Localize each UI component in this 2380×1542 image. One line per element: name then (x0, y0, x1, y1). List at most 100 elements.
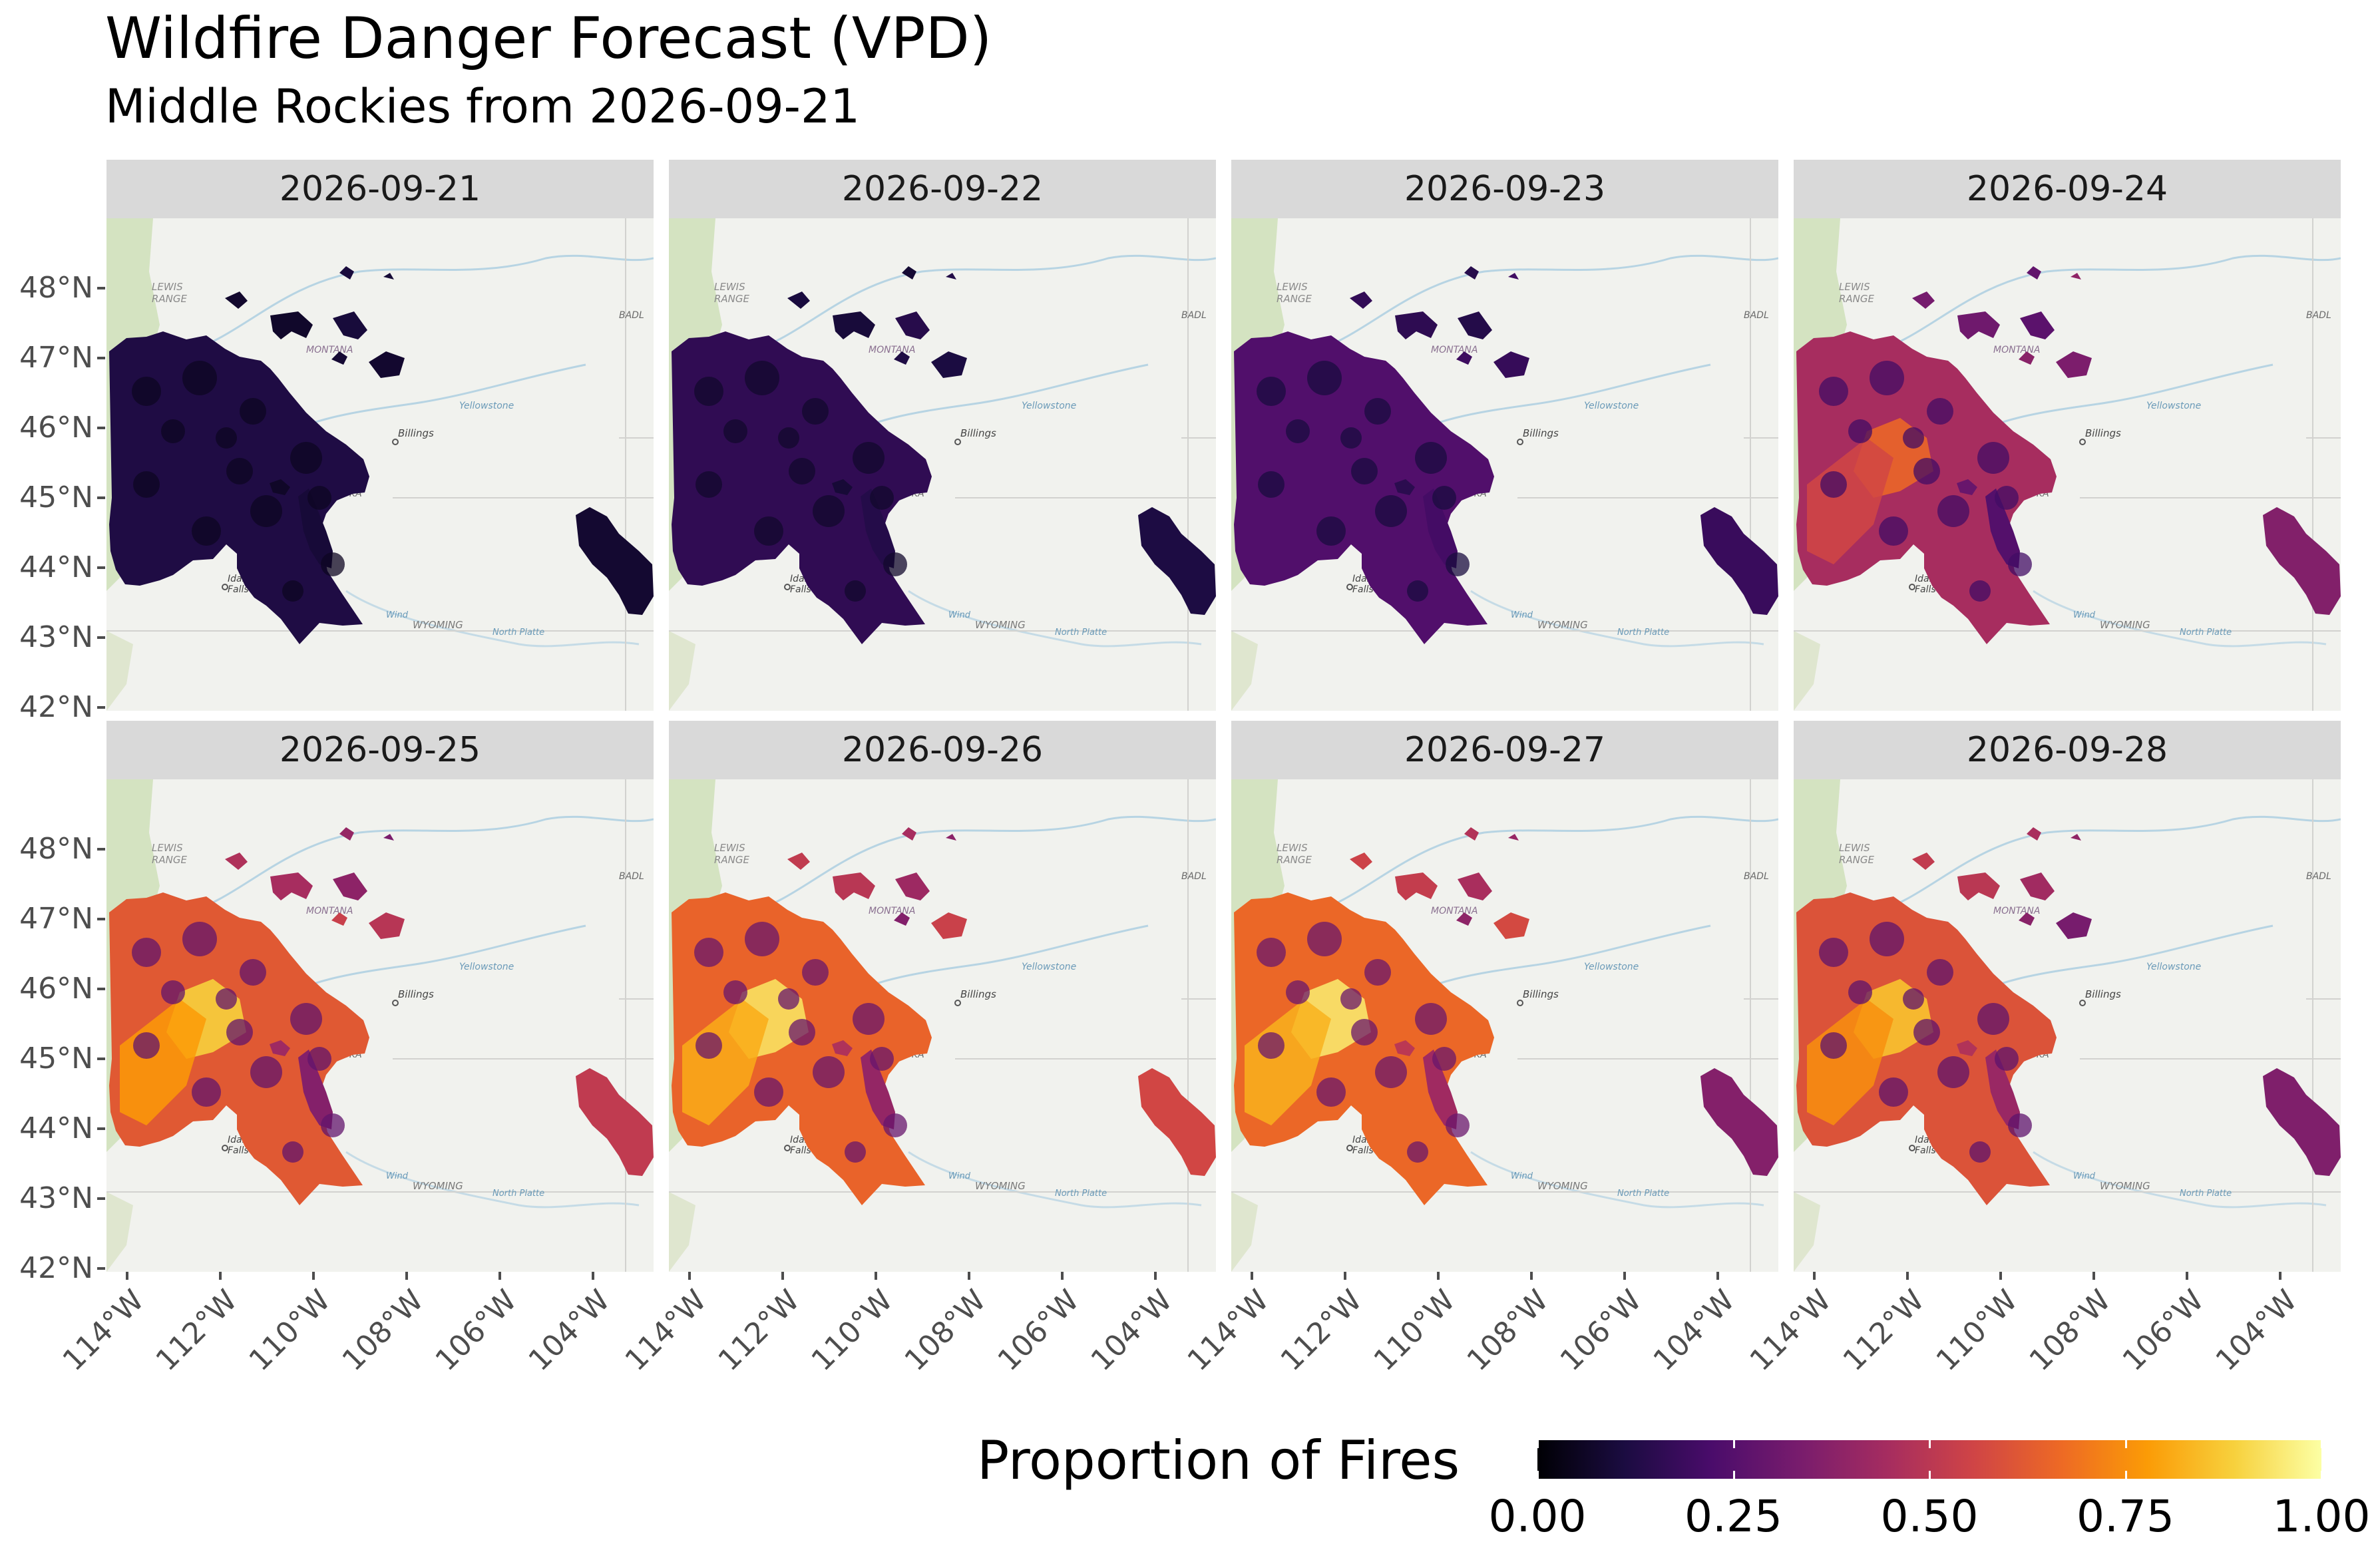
river-north-platte (345, 1151, 640, 1209)
fire-low-patch (813, 1056, 845, 1088)
facet-strip-label: 2026-09-26 (669, 721, 1216, 779)
fire-region-4 (1957, 872, 2000, 900)
fire-region-1 (832, 479, 853, 495)
label-badl: BADL (1181, 871, 1207, 882)
colorbar-tick-label: 0.75 (2077, 1491, 2174, 1542)
billings-marker (1517, 1000, 1523, 1006)
fire-low-patch (1415, 1003, 1447, 1035)
facet-strip-label: 2026-09-27 (1231, 721, 1778, 779)
x-tick-label: 112°W (149, 1283, 244, 1378)
label-range: LEWIS (714, 281, 745, 293)
x-tick-mark (592, 1272, 595, 1280)
label-range: LEWIS (1277, 281, 1308, 293)
fire-low-patch (321, 552, 345, 576)
fire-low-patch (1364, 959, 1391, 986)
fire-low-patch (307, 1047, 331, 1071)
fire-region-6 (894, 351, 910, 365)
facet-panel: 2026-09-22 LEWIS RANGE MONTANA Yellowstone Bi… (669, 160, 1216, 711)
fire-region-5 (895, 872, 930, 900)
x-tick-label: 106°W (429, 1283, 524, 1378)
fire-low-patch (845, 580, 866, 602)
river-north-platte (1470, 1151, 1764, 1209)
fire-region-7 (1350, 853, 1372, 870)
colorbar-tick (1929, 1471, 1931, 1479)
y-tick-label: 44°N (19, 550, 93, 584)
fire-region-7 (787, 853, 810, 870)
y-tick-label: 45°N (19, 480, 93, 514)
fire-region-9 (2071, 834, 2081, 841)
label-montana: MONTANA (869, 906, 915, 916)
fire-probability-layer (672, 266, 1216, 644)
y-tick-mark (97, 286, 105, 289)
label-wind: Wind (948, 1171, 971, 1181)
chart-title: Wildfire Danger Forecast (VPD) (105, 5, 992, 72)
fire-low-patch (813, 495, 845, 527)
billings-marker (2079, 1000, 2086, 1006)
x-tick-mark (875, 1272, 878, 1280)
y-tick-mark (97, 426, 105, 429)
label-idaho-falls-2: Falls (228, 1145, 249, 1156)
idaho-falls-marker (1346, 584, 1353, 590)
fire-probability-layer (672, 827, 1216, 1205)
fire-low-patch (182, 922, 217, 956)
colorbar-tick (1732, 1440, 1735, 1448)
fire-region-4 (1957, 311, 2000, 339)
fire-low-patch (694, 938, 723, 967)
x-tick-label: 104°W (522, 1283, 617, 1378)
label-badl: BADL (619, 310, 644, 321)
fire-region-1 (1957, 479, 1977, 495)
colorbar-tick (2124, 1471, 2127, 1479)
fire-region-4 (270, 311, 313, 339)
fire-low-patch (1257, 938, 1286, 967)
fire-low-patch (870, 486, 894, 510)
river-missouri (186, 254, 654, 353)
fire-probability-layer (1234, 827, 1778, 1205)
fire-low-patch (282, 1141, 303, 1163)
colorbar-tick-label: 0.50 (1880, 1491, 1979, 1542)
terrain-south (1794, 1192, 1820, 1272)
fire-low-patch (2008, 552, 2032, 576)
fire-region-3 (1700, 1068, 1778, 1176)
fire-region-4 (1395, 311, 1438, 339)
fire-region-7 (225, 853, 248, 870)
fire-low-patch (1879, 1077, 1908, 1107)
fire-region-main (672, 331, 932, 644)
fire-region-4 (270, 872, 313, 900)
fire-hotspot-southwest (1807, 438, 1893, 564)
forecast-map: LEWIS RANGE MONTANA Yellowstone Billings Idah… (1231, 779, 1778, 1272)
fire-low-patch (161, 980, 185, 1004)
colorbar-tick (1537, 1440, 1539, 1448)
y-tick-mark (97, 1266, 105, 1270)
fire-region-6 (2019, 912, 2035, 926)
fire-low-patch (723, 419, 747, 443)
terrain-south (669, 1192, 695, 1272)
fire-low-patch (870, 1047, 894, 1071)
x-tick-label: 108°W (898, 1283, 993, 1378)
label-wyoming: WYOMING (975, 619, 1026, 631)
facet-panel: 2026-09-26 LEWIS RANGE MONTANA Yellowstone Bi… (669, 721, 1216, 1272)
idaho-falls-marker (1346, 1145, 1353, 1151)
fire-region-1 (270, 1040, 290, 1056)
fire-low-patch (1870, 922, 1904, 956)
fire-low-patch (132, 377, 161, 406)
fire-low-patch (132, 938, 161, 967)
fire-hotspot-southwest (120, 999, 206, 1125)
fire-low-patch (1995, 1047, 2019, 1071)
fire-region-6 (1456, 351, 1472, 365)
fire-low-patch (802, 398, 829, 425)
fire-low-patch (1927, 959, 1953, 986)
fire-region-2 (1985, 1050, 2020, 1129)
label-yellowstone: Yellowstone (1584, 962, 1639, 972)
fire-low-patch (694, 377, 723, 406)
river-missouri (748, 254, 1216, 353)
map-canvas: LEWISRANGEMONTANAYellowstoneBillingsIdah… (106, 218, 654, 711)
fire-region-8 (1464, 266, 1479, 280)
label-billings: Billings (1523, 427, 1559, 439)
fire-region-3 (576, 507, 654, 615)
river-north-platte (1470, 590, 1764, 648)
fire-region-1 (832, 1040, 853, 1056)
x-tick-label: 114°W (1181, 1283, 1276, 1378)
y-tick-mark (97, 496, 105, 499)
x-tick-mark (1623, 1272, 1627, 1280)
billings-marker (392, 1000, 399, 1006)
